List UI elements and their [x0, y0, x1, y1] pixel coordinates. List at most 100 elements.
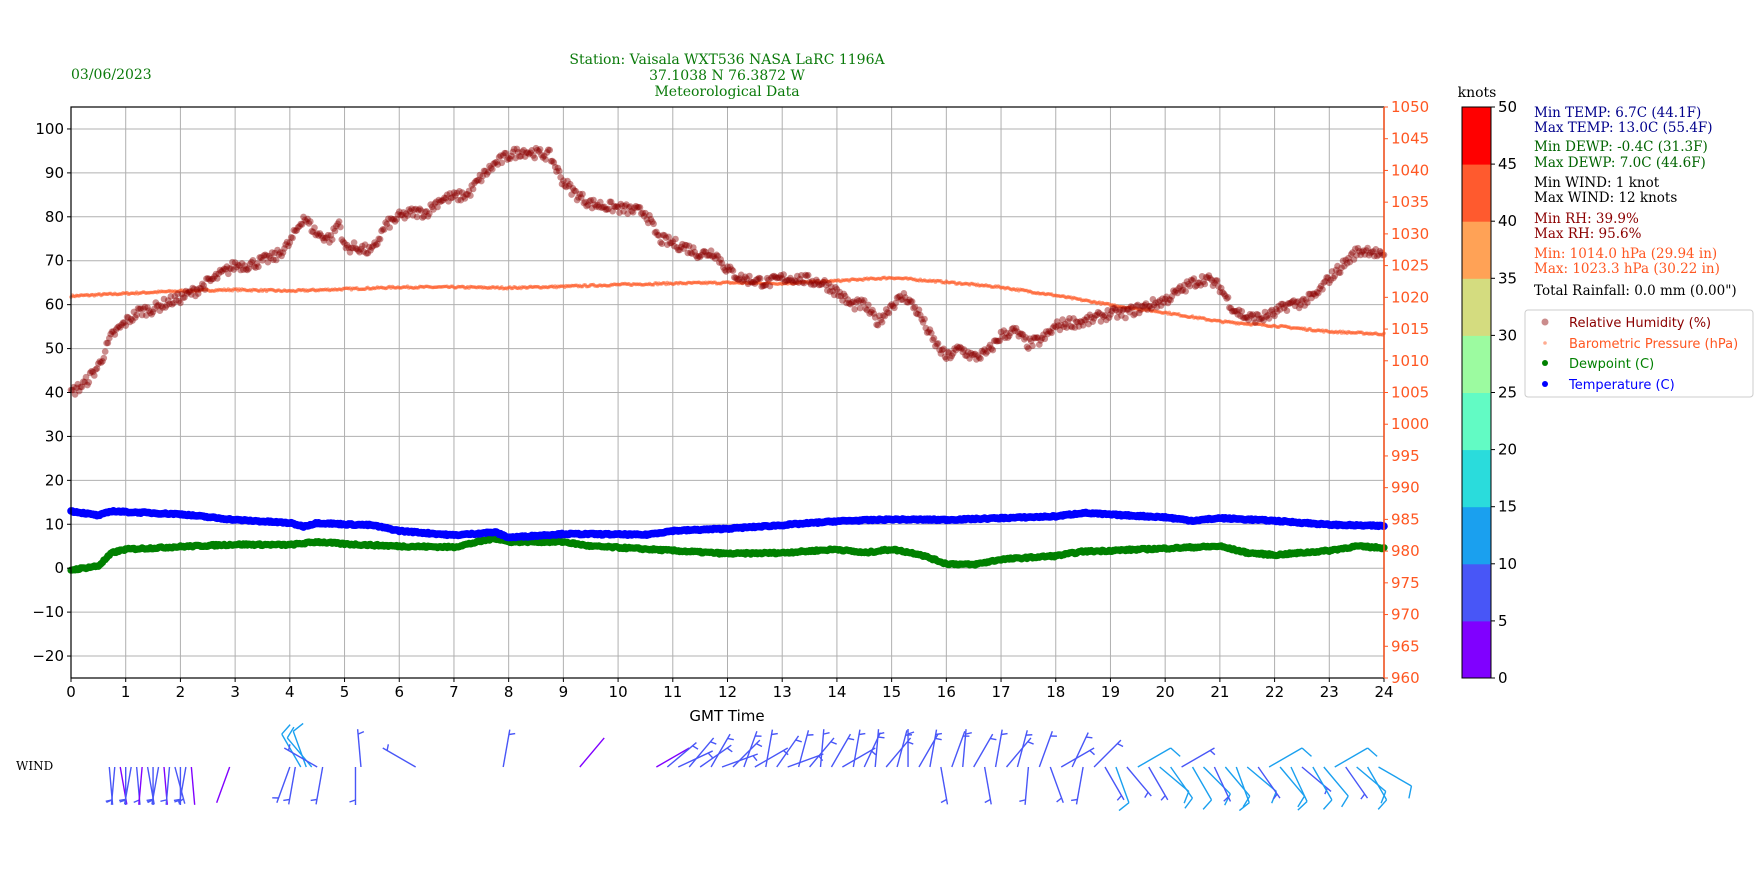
wind-barb-half: [727, 737, 734, 741]
rh-point: [1250, 315, 1258, 322]
rh-point: [1103, 316, 1110, 324]
wind-barb-half: [1160, 795, 1166, 801]
rh-point: [192, 292, 199, 300]
rh-point: [628, 207, 636, 215]
rh-point: [315, 232, 322, 239]
rh-point: [494, 161, 502, 168]
rh-point: [549, 157, 556, 165]
rh-point: [665, 233, 672, 241]
rh-point: [586, 198, 593, 205]
rh-point: [277, 249, 284, 256]
rh-point: [1176, 283, 1184, 290]
temperature-series: [67, 507, 1388, 542]
rh-point: [612, 203, 619, 211]
rh-point: [963, 352, 971, 359]
right-y-tick-label: 1025: [1391, 257, 1429, 275]
rh-point: [784, 277, 791, 284]
wind-barb-staff: [165, 766, 171, 805]
rh-point: [1031, 334, 1039, 342]
rh-point: [95, 360, 102, 367]
rh-point: [367, 247, 374, 254]
rh-point: [1354, 244, 1362, 252]
rh-point: [174, 290, 181, 298]
rh-point: [209, 275, 217, 283]
wind-barb: [1016, 730, 1033, 768]
rh-point: [1127, 303, 1135, 310]
rh-point: [1279, 300, 1287, 308]
rh-point: [456, 188, 463, 195]
rh-point: [233, 263, 240, 271]
rh-point: [1253, 310, 1261, 318]
wind-barb-staff: [830, 733, 852, 768]
rh-point: [969, 351, 976, 359]
rh-point: [84, 381, 91, 389]
rh-point: [430, 206, 437, 213]
rh-point: [1014, 328, 1021, 336]
wind-barb-half: [105, 799, 113, 803]
rh-point: [333, 222, 340, 230]
rh-point: [490, 160, 497, 168]
rh-point: [338, 236, 346, 243]
wind-barb-staff: [315, 766, 324, 805]
wind-barb-staff: [765, 729, 774, 768]
rh-point: [268, 249, 276, 256]
rh-point: [270, 256, 277, 264]
wind-barb: [1071, 766, 1084, 805]
rh-point: [781, 278, 789, 286]
rh-point: [294, 224, 302, 231]
x-tick-label: 19: [1101, 683, 1120, 701]
rh-point: [1241, 314, 1248, 322]
x-tick-label: 17: [991, 683, 1010, 701]
rh-point: [119, 319, 127, 327]
wind-barb: [1019, 766, 1030, 805]
rh-point: [809, 277, 816, 285]
wind-barb-staff: [1049, 766, 1064, 803]
rh-point: [188, 291, 195, 298]
rh-point: [1011, 327, 1018, 335]
wind-barb-staff: [710, 733, 731, 768]
wind-barb-staff: [688, 737, 715, 768]
rh-point: [1012, 324, 1020, 332]
rh-point: [985, 344, 992, 351]
rh-point: [137, 305, 145, 312]
wind-barb: [1279, 766, 1306, 808]
rh-point: [642, 209, 649, 217]
rh-point: [990, 337, 998, 345]
rh-point: [318, 232, 325, 239]
rh-point: [354, 247, 362, 254]
x-tick-label: 5: [340, 683, 350, 701]
wind-barb: [1115, 766, 1130, 812]
rh-point: [428, 203, 436, 211]
rh-point: [1283, 307, 1291, 315]
rh-point: [1129, 304, 1136, 311]
rh-point: [505, 155, 512, 162]
rh-point: [1196, 279, 1203, 287]
rh-point: [427, 201, 435, 208]
rh-point: [595, 203, 603, 211]
x-tick-label: 9: [559, 683, 569, 701]
rh-point: [443, 191, 451, 199]
rh-point: [918, 316, 925, 323]
wind-barb-staff: [1246, 766, 1277, 792]
rh-point: [413, 213, 421, 221]
rh-point: [454, 196, 462, 204]
rh-point: [421, 208, 429, 216]
rh-point: [151, 305, 158, 313]
rh-point: [116, 324, 124, 331]
rh-point: [145, 307, 153, 315]
rh-point: [863, 306, 871, 314]
rh-point: [1099, 311, 1106, 319]
wind-barb-staff: [1366, 766, 1388, 801]
rh-point: [1276, 306, 1284, 313]
rh-point: [557, 174, 564, 181]
wind-barb: [138, 766, 143, 805]
rh-point: [1373, 252, 1381, 260]
rh-point: [1227, 304, 1235, 312]
rh-point: [959, 348, 966, 356]
left-y-axis: −20 −10 0 10 20 30 40 50 60 70 80 90 100: [32, 120, 71, 665]
rh-point: [845, 300, 853, 307]
left-y-tick-label: 40: [45, 384, 64, 402]
wind-barb: [1323, 766, 1349, 808]
rh-point: [1317, 282, 1325, 290]
wind-barb: [310, 766, 324, 805]
